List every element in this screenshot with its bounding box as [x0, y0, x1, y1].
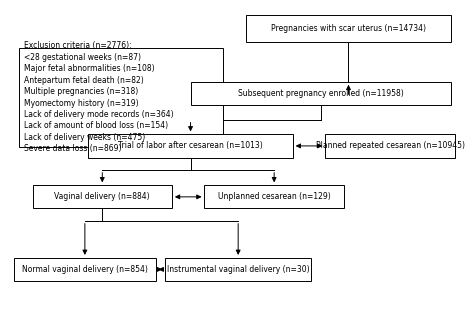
Text: Exclusion criteria (n=2776):
<28 gestational weeks (n=87)
Major fetal abnormalit: Exclusion criteria (n=2776): <28 gestati… [24, 41, 174, 153]
FancyBboxPatch shape [33, 185, 172, 209]
FancyBboxPatch shape [14, 258, 155, 281]
Text: Subsequent pregnancy enrolled (n=11958): Subsequent pregnancy enrolled (n=11958) [238, 89, 403, 98]
FancyBboxPatch shape [325, 134, 456, 158]
Text: Vaginal delivery (n=884): Vaginal delivery (n=884) [55, 192, 150, 201]
FancyBboxPatch shape [88, 134, 293, 158]
Text: Normal vaginal delivery (n=854): Normal vaginal delivery (n=854) [22, 265, 148, 274]
Text: Planned repeated cesarean (n=10945): Planned repeated cesarean (n=10945) [316, 141, 465, 151]
Text: Instrumental vaginal delivery (n=30): Instrumental vaginal delivery (n=30) [167, 265, 310, 274]
Text: Unplanned cesarean (n=129): Unplanned cesarean (n=129) [218, 192, 330, 201]
FancyBboxPatch shape [246, 15, 451, 42]
FancyBboxPatch shape [165, 258, 311, 281]
Text: Pregnancies with scar uterus (n=14734): Pregnancies with scar uterus (n=14734) [271, 24, 426, 33]
FancyBboxPatch shape [18, 48, 223, 147]
FancyBboxPatch shape [191, 82, 451, 105]
Text: Trial of labor after cesarean (n=1013): Trial of labor after cesarean (n=1013) [118, 141, 263, 151]
FancyBboxPatch shape [204, 185, 344, 209]
